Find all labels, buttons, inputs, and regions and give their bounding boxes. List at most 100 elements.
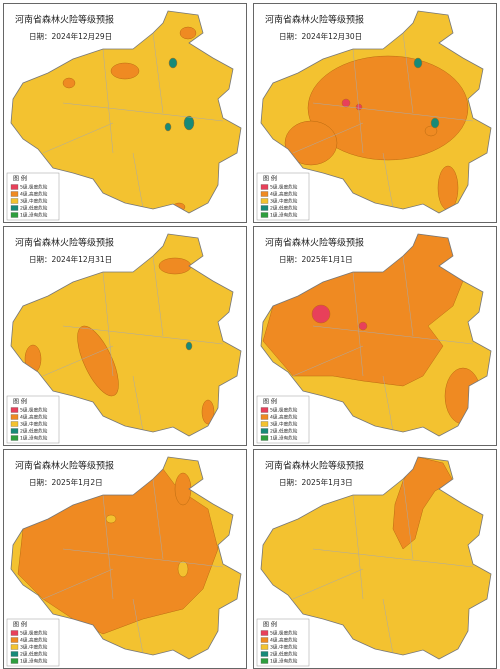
legend-label: 1级,没有危险: [270, 658, 298, 665]
risk-area: [164, 122, 172, 132]
legend-swatch: [10, 407, 19, 413]
legend-label: 5级,极度危险: [270, 184, 298, 191]
risk-area: [185, 341, 193, 351]
legend-swatch: [10, 637, 19, 643]
map-title: 河南省森林火险等级预报: [265, 14, 364, 26]
boundary: [292, 345, 364, 377]
legend-label: 1级,没有危险: [270, 212, 298, 219]
legend-swatch: [10, 644, 19, 650]
boundary: [402, 478, 414, 560]
boundary: [152, 255, 164, 337]
risk-area: [437, 165, 459, 211]
legend-swatch: [260, 184, 269, 190]
legend-label: 4级,高度危险: [270, 414, 298, 421]
legend-label: 5级,极度危险: [270, 630, 298, 637]
boundary: [132, 375, 144, 432]
boundary: [402, 255, 414, 337]
boundary: [102, 271, 114, 377]
legend-title: 图 例: [263, 175, 277, 183]
boundary: [42, 345, 114, 377]
legend-swatch: [260, 637, 269, 643]
legend-label: 3级,中度危险: [270, 421, 298, 428]
province-base: [11, 234, 241, 436]
legend-label: 1级,没有危险: [20, 658, 48, 665]
map-date: 日期：2025年1月1日: [279, 254, 353, 264]
legend-swatch: [10, 212, 19, 218]
risk-area: [177, 560, 189, 578]
risk-areas: [42, 26, 224, 212]
map-date: 日期：2025年1月3日: [279, 477, 353, 487]
legend-swatch: [10, 428, 19, 434]
legend-swatch: [10, 651, 19, 657]
map-date: 日期：2024年12月31日: [29, 254, 112, 264]
risk-area: [311, 304, 331, 324]
legend-label: 2级,低度危险: [270, 428, 298, 435]
legend-swatch: [10, 198, 19, 204]
legend-label: 5级,极度危险: [270, 407, 298, 414]
boundary: [42, 122, 114, 154]
boundary: [62, 548, 154, 560]
risk-area: [77, 325, 119, 397]
boundary: [152, 335, 224, 345]
boundary: [152, 112, 224, 122]
province-base: [11, 11, 241, 213]
legend-label: 3级,中度危险: [270, 644, 298, 651]
risk-area: [105, 514, 117, 524]
legend-title: 图 例: [263, 621, 277, 629]
boundary: [312, 325, 404, 337]
legend-label: 5级,极度危险: [20, 407, 48, 414]
legend-label: 2级,低度危险: [270, 205, 298, 212]
risk-area: [284, 120, 338, 166]
map-title: 河南省森林火险等级预报: [265, 237, 364, 249]
risk-area: [179, 26, 197, 40]
boundary: [382, 152, 394, 209]
risk-area: [201, 399, 215, 425]
map-date: 日期：2024年12月30日: [279, 31, 362, 41]
map-title: 河南省森林火险等级预报: [15, 14, 114, 26]
map-date: 日期：2024年12月29日: [29, 31, 112, 41]
legend-swatch: [260, 644, 269, 650]
legend-label: 5级,极度危险: [20, 630, 48, 637]
boundary: [152, 558, 224, 568]
boundary: [292, 122, 364, 154]
risk-areas: [292, 457, 474, 655]
legend-swatch: [260, 435, 269, 441]
legend-label: 1级,没有危险: [270, 435, 298, 442]
legend-swatch: [10, 191, 19, 197]
boundary: [312, 102, 404, 114]
risk-area: [183, 115, 195, 131]
province-outline: [10, 10, 242, 214]
legend-label: 5级,极度危险: [20, 184, 48, 191]
boundary: [102, 494, 114, 600]
boundary: [402, 558, 474, 568]
risk-area: [392, 457, 454, 550]
map-title: 河南省森林火险等级预报: [265, 460, 364, 472]
legend-label: 1级,没有危险: [20, 212, 48, 219]
legend-swatch: [10, 205, 19, 211]
map-title: 河南省森林火险等级预报: [15, 237, 114, 249]
legend-swatch: [260, 212, 269, 218]
province-outline: [260, 456, 492, 660]
legend-swatch: [260, 658, 269, 664]
legend-label: 3级,中度危险: [270, 198, 298, 205]
boundary: [312, 548, 404, 560]
boundary: [402, 112, 474, 122]
boundary: [132, 152, 144, 209]
boundary: [62, 325, 154, 337]
boundary: [152, 32, 164, 114]
legend-swatch: [260, 407, 269, 413]
risk-area: [358, 321, 368, 331]
boundary: [352, 271, 364, 377]
boundary: [352, 48, 364, 154]
boundary: [292, 568, 364, 600]
legend-swatch: [10, 421, 19, 427]
legend-swatch: [10, 414, 19, 420]
legend-title: 图 例: [13, 621, 27, 629]
legend-box: [6, 172, 60, 221]
province-outline: [260, 233, 492, 437]
